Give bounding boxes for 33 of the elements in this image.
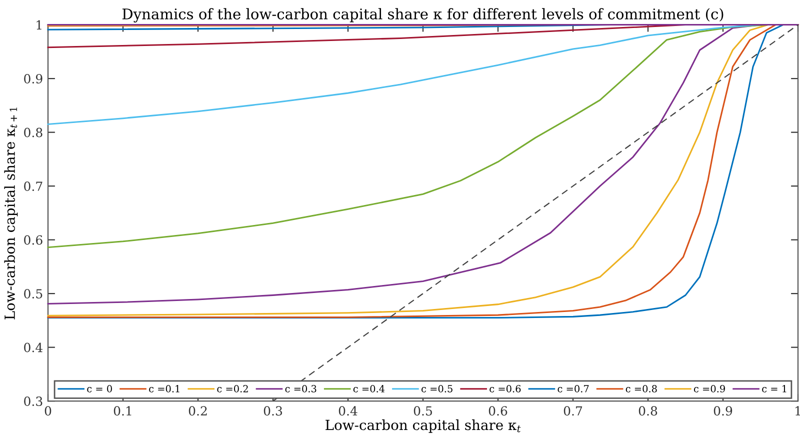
x-tick-label: 0.1 [114,406,132,416]
legend-label: c =0.1 [149,385,180,392]
y-tick-label: 0.3 [24,396,42,406]
x-axis-title: Low-carbon capital share κ$_{t}$ [326,419,521,433]
legend-label: c =0.9 [694,385,725,392]
y-tick-label: 1 [36,20,42,30]
chart-title: Dynamics of the low-carbon capital share κ for different levels of commitment (c) [122,8,724,22]
legend-label: c =0.4 [353,385,385,392]
x-tick-label: 0.2 [188,406,207,416]
y-tick-label: 0.6 [24,235,42,245]
y-tick-label: 0.5 [24,289,42,298]
x-tick-label: 0.7 [564,406,582,416]
y-tick-label: 0.7 [24,182,42,191]
legend-label: c =0.7 [558,385,589,392]
y-tick-label: 0.8 [24,128,42,138]
x-tick-label: 0.4 [338,406,358,416]
legend-label: c =0.8 [626,385,657,392]
x-tick-label: 0.6 [488,406,508,416]
legend-label: c = 1 [762,385,786,392]
x-tick-label: 0 [44,406,52,416]
legend-label: c = 0 [87,385,112,392]
y-tick-label: 0.9 [24,74,42,84]
y-tick-label: 0.4 [24,342,43,352]
legend-label: c =0.2 [217,385,248,392]
x-tick-label: 0.3 [264,406,282,416]
legend-label: c =0.5 [422,385,452,392]
x-tick-label: 0.8 [638,406,658,416]
x-tick-label: 0.9 [714,406,732,416]
x-tick-label: 1 [796,406,800,416]
legend-label: c =0.6 [490,385,521,392]
y-axis-title: Low-carbon capital share κ$_{t+1}$ [4,108,18,320]
legend-label: c =0.3 [285,385,316,392]
x-tick-label: 0.5 [414,406,432,416]
